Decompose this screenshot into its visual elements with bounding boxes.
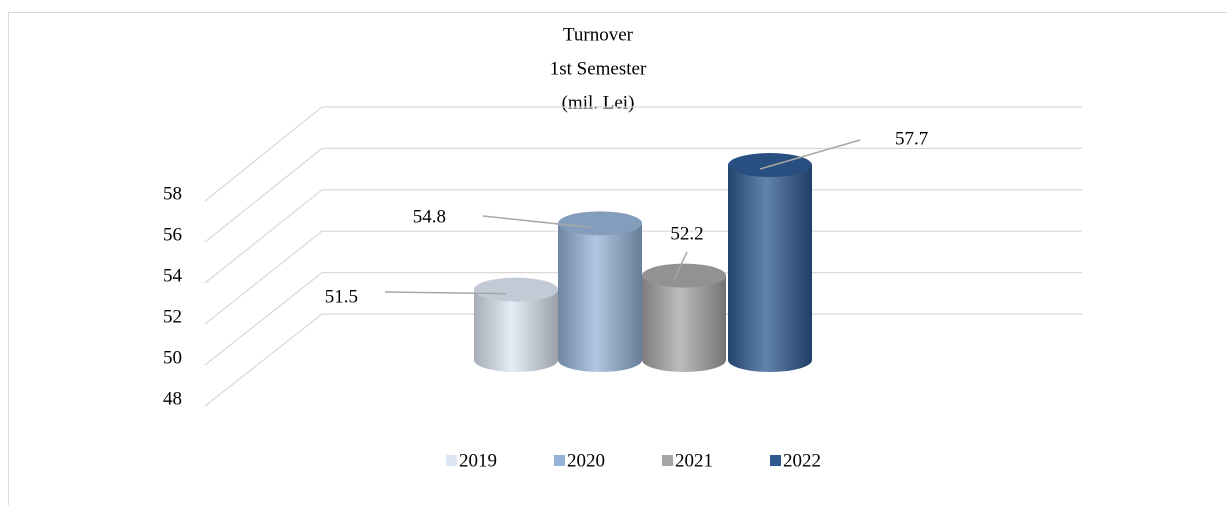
grid-line <box>204 313 1082 407</box>
legend-swatch <box>770 455 781 466</box>
chart-border <box>8 12 1227 505</box>
bar-top <box>558 211 642 236</box>
data-label: 52.2 <box>670 223 703 244</box>
legend-label: 2019 <box>459 450 497 471</box>
grid-line <box>204 106 1082 202</box>
bar-top <box>474 277 558 302</box>
chart-title: (mil. Lei) <box>562 92 635 113</box>
leader-line <box>384 291 507 295</box>
leader-line <box>673 251 688 280</box>
bar <box>728 165 812 372</box>
leader-line <box>759 139 861 170</box>
data-label: 57.7 <box>895 128 928 149</box>
legend-label: 2022 <box>783 450 821 471</box>
y-tick-label: 52 <box>163 306 182 327</box>
bar <box>558 223 642 372</box>
y-tick-label: 58 <box>163 183 182 204</box>
y-tick-label: 50 <box>163 347 182 368</box>
y-tick-label: 56 <box>163 224 182 245</box>
data-label: 54.8 <box>413 206 446 227</box>
grid-line <box>204 230 1082 325</box>
chart-title: 1st Semester <box>550 58 647 79</box>
grid-line <box>204 189 1082 284</box>
y-tick-label: 54 <box>163 265 183 286</box>
bar <box>642 275 726 372</box>
grid-line <box>204 147 1082 243</box>
leader-line <box>482 215 591 229</box>
legend-swatch <box>446 455 457 466</box>
chart-title: Turnover <box>563 24 634 45</box>
data-label: 51.5 <box>325 286 358 307</box>
bar-top <box>642 263 726 288</box>
legend-label: 2020 <box>567 450 605 471</box>
legend-swatch <box>554 455 565 466</box>
bar-top <box>728 153 812 178</box>
legend-swatch <box>662 455 673 466</box>
y-tick-label: 48 <box>163 388 182 409</box>
bar <box>474 289 558 372</box>
grid-line <box>204 272 1082 366</box>
legend-label: 2021 <box>675 450 713 471</box>
